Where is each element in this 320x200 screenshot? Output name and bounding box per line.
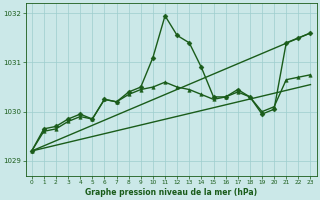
X-axis label: Graphe pression niveau de la mer (hPa): Graphe pression niveau de la mer (hPa) <box>85 188 257 197</box>
